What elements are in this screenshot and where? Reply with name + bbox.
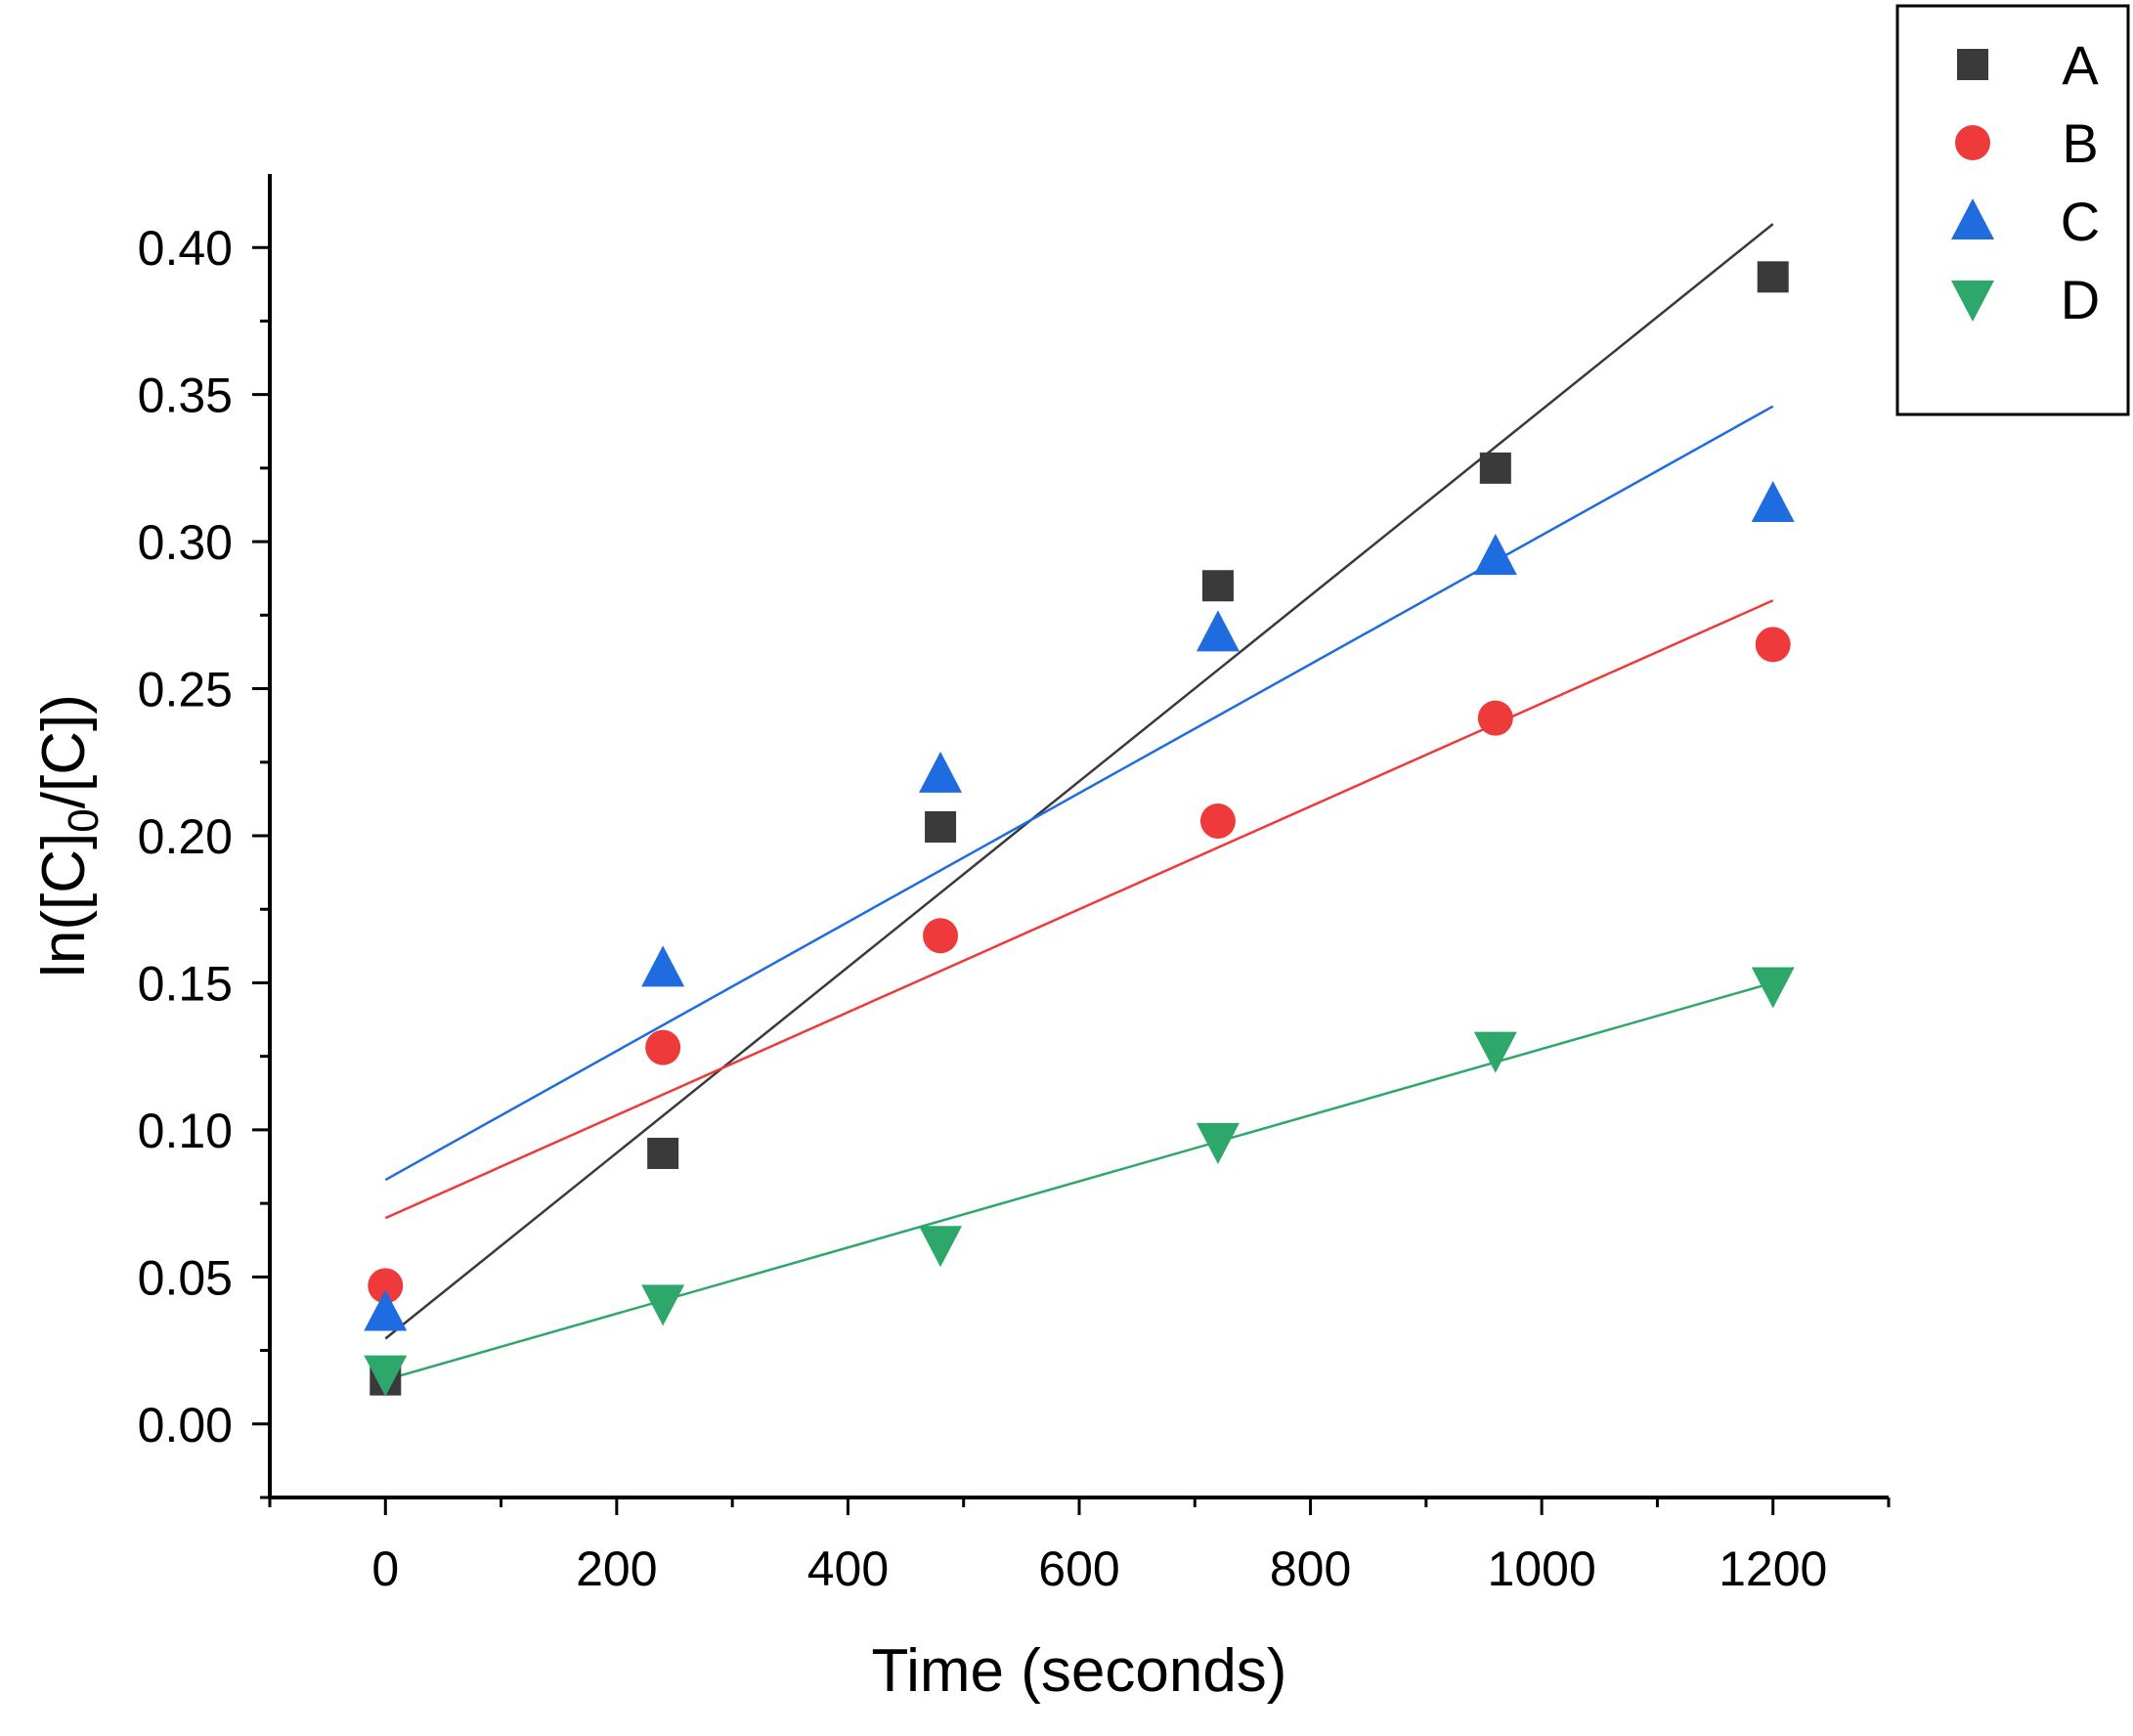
fit-lines [384, 223, 1774, 1381]
data-point-d [1196, 1122, 1240, 1164]
fit-line-d [384, 981, 1774, 1381]
data-point-b [1477, 700, 1513, 736]
fit-line-a [384, 223, 1774, 1340]
legend-label-c: C [2061, 191, 2100, 252]
series-a [370, 261, 1789, 1396]
data-point-c [1473, 534, 1517, 576]
data-point-c [1751, 480, 1795, 522]
y-tick-label: 0.30 [138, 515, 233, 570]
data-point-c [641, 945, 685, 987]
data-point-d [364, 1355, 408, 1397]
data-point-a [1757, 261, 1789, 293]
data-point-c [919, 751, 963, 793]
series-c [364, 480, 1795, 1331]
axes: 0 200 400 600 800 1000 1200 0.00 0.05 0.10 0.15 0.2… [138, 174, 1891, 1596]
data-point-b [1755, 627, 1791, 663]
data-point-a [1479, 452, 1511, 484]
x-tick-label: 600 [1038, 1541, 1119, 1596]
legend-marker-b [1955, 125, 1990, 160]
y-axis-title-subscript: 0 [60, 808, 108, 832]
y-axis-title-post: /[C]) [30, 694, 98, 808]
x-tick-label: 800 [1270, 1541, 1351, 1596]
data-points [364, 261, 1795, 1397]
y-tick-label: 0.10 [138, 1104, 233, 1158]
x-tick-label: 0 [371, 1541, 399, 1596]
data-point-c [364, 1289, 408, 1331]
x-tick-label: 400 [807, 1541, 889, 1596]
series-d [364, 967, 1795, 1397]
data-point-d [919, 1226, 963, 1268]
fit-line-c [384, 405, 1774, 1182]
data-point-a [1201, 570, 1234, 602]
x-tick-label: 1200 [1719, 1541, 1827, 1596]
y-tick-label: 0.20 [138, 809, 233, 864]
x-tick-label: 200 [576, 1541, 657, 1596]
data-point-a [925, 810, 957, 843]
series-b [368, 627, 1791, 1304]
legend-marker-d [1951, 281, 1994, 322]
fit-line-b [384, 599, 1774, 1220]
data-point-d [1751, 967, 1795, 1009]
y-tick-label: 0.05 [138, 1250, 233, 1305]
data-point-a [647, 1137, 679, 1169]
y-tick-label: 0.35 [138, 369, 233, 423]
legend-box [1895, 4, 2130, 416]
x-tick-label: 1000 [1488, 1541, 1596, 1596]
y-axis-title: ln([C]0/[C]) [30, 694, 108, 977]
y-tick-label: 0.25 [138, 663, 233, 717]
y-tick-label: 0.15 [138, 956, 233, 1011]
data-point-d [1473, 1031, 1517, 1073]
data-point-b [923, 918, 959, 954]
y-tick-label: 0.00 [138, 1398, 233, 1453]
data-point-b [1199, 803, 1236, 839]
x-axis-title: Time (seconds) [872, 1637, 1287, 1705]
legend-marker-a [1957, 49, 1988, 80]
y-tick-label: 0.40 [138, 221, 233, 276]
legend-marker-c [1951, 198, 1994, 239]
legend-label-d: D [2061, 269, 2100, 330]
legend-label-a: A [2062, 34, 2099, 96]
y-axis-title-pre: ln([C] [30, 833, 98, 977]
data-point-d [641, 1284, 685, 1326]
data-point-b [368, 1268, 404, 1304]
data-point-b [645, 1029, 681, 1065]
legend-label-b: B [2062, 112, 2098, 174]
data-point-c [1196, 610, 1240, 652]
